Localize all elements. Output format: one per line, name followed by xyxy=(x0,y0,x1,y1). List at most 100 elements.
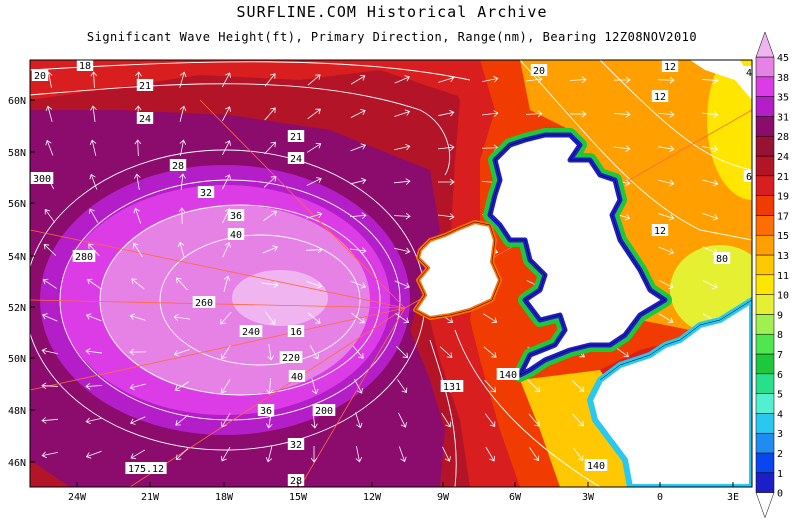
contour-label-box xyxy=(288,370,306,382)
colorbar-band xyxy=(755,195,775,216)
colorbar-label: 35 xyxy=(777,93,789,104)
direction-arrow xyxy=(482,110,499,117)
contour-label-box xyxy=(125,462,167,474)
direction-arrow xyxy=(394,280,410,289)
direction-arrow xyxy=(89,139,97,156)
contour-label-box xyxy=(239,325,263,337)
contour-label-text: 21 xyxy=(290,132,302,143)
contour-label-box xyxy=(257,404,275,416)
contour-label-box xyxy=(31,69,49,81)
direction-arrow xyxy=(85,348,102,355)
contour-label-text: 40 xyxy=(291,372,303,383)
direction-arrow xyxy=(85,417,102,425)
direction-arrow xyxy=(134,139,142,157)
lon-label: 12W xyxy=(363,492,382,503)
direction-arrow xyxy=(44,209,56,223)
colorbar-label: 2 xyxy=(777,449,783,460)
contour-label: 131 xyxy=(440,380,464,393)
colorbar-label: 7 xyxy=(777,350,783,361)
lat-label: 52N xyxy=(8,303,26,314)
contour-label-text: 12 xyxy=(664,62,676,73)
direction-arrow xyxy=(439,346,453,358)
colorbar-band xyxy=(755,472,775,493)
colorbar-label: 8 xyxy=(777,330,783,341)
direction-arrow xyxy=(572,413,584,427)
contour-line xyxy=(30,61,471,81)
direction-arrow xyxy=(658,213,675,221)
direction-arrow xyxy=(173,349,190,357)
contour-labels: 18 20 21 24 28 300 32 36 40 280 260 240 16 220 40 200 36… xyxy=(30,60,758,487)
direction-arrow xyxy=(179,139,187,156)
direction-arrow xyxy=(394,143,411,151)
contour-label-text: 200 xyxy=(315,406,333,417)
colorbar-band xyxy=(755,155,775,177)
contour-label-text: 175.12 xyxy=(128,464,164,475)
contour-label-text: 32 xyxy=(290,440,302,451)
lon-label: 3E xyxy=(727,492,739,503)
direction-arrow xyxy=(657,111,675,118)
contour-label: 12 xyxy=(651,90,669,103)
direction-arrow xyxy=(89,173,98,190)
contour-label: 28 xyxy=(287,474,305,487)
contour-label-text: 80 xyxy=(716,254,728,265)
field-band xyxy=(707,60,752,200)
contour-label-box xyxy=(584,459,608,471)
direction-arrow xyxy=(398,412,407,428)
direction-arrow xyxy=(174,381,189,392)
direction-arrow xyxy=(262,281,279,288)
colorbar-label: 13 xyxy=(777,251,789,262)
direction-arrow xyxy=(41,347,58,355)
direction-arrow xyxy=(306,177,322,186)
contour-label-box xyxy=(279,351,303,363)
direction-arrow xyxy=(265,446,273,463)
lon-label: 0 xyxy=(657,492,663,503)
contour-label-box xyxy=(287,438,305,450)
colorbar-band xyxy=(755,215,775,236)
contour-label: 20 xyxy=(530,64,548,77)
colorbar-band xyxy=(755,413,775,434)
direction-arrow xyxy=(221,72,231,88)
contour-label-box xyxy=(76,60,94,71)
contour-label: 12 xyxy=(661,60,679,73)
direction-arrow xyxy=(85,382,103,390)
direction-arrow xyxy=(263,176,277,188)
colorbar-band xyxy=(755,432,775,454)
direction-arrow xyxy=(350,280,367,289)
contour-label: 21 xyxy=(287,130,305,143)
direction-arrow xyxy=(307,108,321,120)
direction-arrow xyxy=(311,378,319,395)
direction-arrow xyxy=(306,281,323,289)
direction-arrow xyxy=(396,346,409,359)
contour-label-text: 40 xyxy=(230,230,242,241)
contour-label-text: 60 xyxy=(746,172,758,183)
direction-arrow xyxy=(441,413,452,428)
contour-label: 80 xyxy=(713,252,731,265)
direction-arrow xyxy=(351,312,365,324)
contour-label-text: 28 xyxy=(290,476,302,487)
direction-arrow xyxy=(264,107,276,121)
lon-label: 15W xyxy=(289,492,308,503)
axis-labels: 24W 21W 18W 15W 12W 9W 6W 3W 0 3E 60N 58N 56N 54N 52N 5… xyxy=(8,96,739,503)
direction-arrow xyxy=(702,111,719,118)
colorbar-band xyxy=(755,452,775,474)
direction-arrow xyxy=(306,211,323,219)
contour-label-text: 40 xyxy=(746,68,758,79)
contour-line xyxy=(30,83,451,176)
direction-arrow xyxy=(438,75,455,83)
direction-arrow xyxy=(134,173,141,190)
direction-arrow xyxy=(221,140,231,156)
direction-arrow xyxy=(350,109,366,118)
direction-arrow xyxy=(222,242,231,258)
direction-arrow xyxy=(132,242,143,257)
direction-arrow xyxy=(220,446,231,462)
contour-label-box xyxy=(530,64,548,76)
contour-label-text: 21 xyxy=(139,81,151,92)
colorbar-label: 5 xyxy=(777,390,783,401)
range-line xyxy=(30,229,406,309)
direction-arrow xyxy=(398,446,407,463)
direction-arrow xyxy=(613,110,631,118)
direction-arrow xyxy=(220,412,231,428)
direction-arrow xyxy=(41,451,58,459)
land xyxy=(413,60,752,487)
